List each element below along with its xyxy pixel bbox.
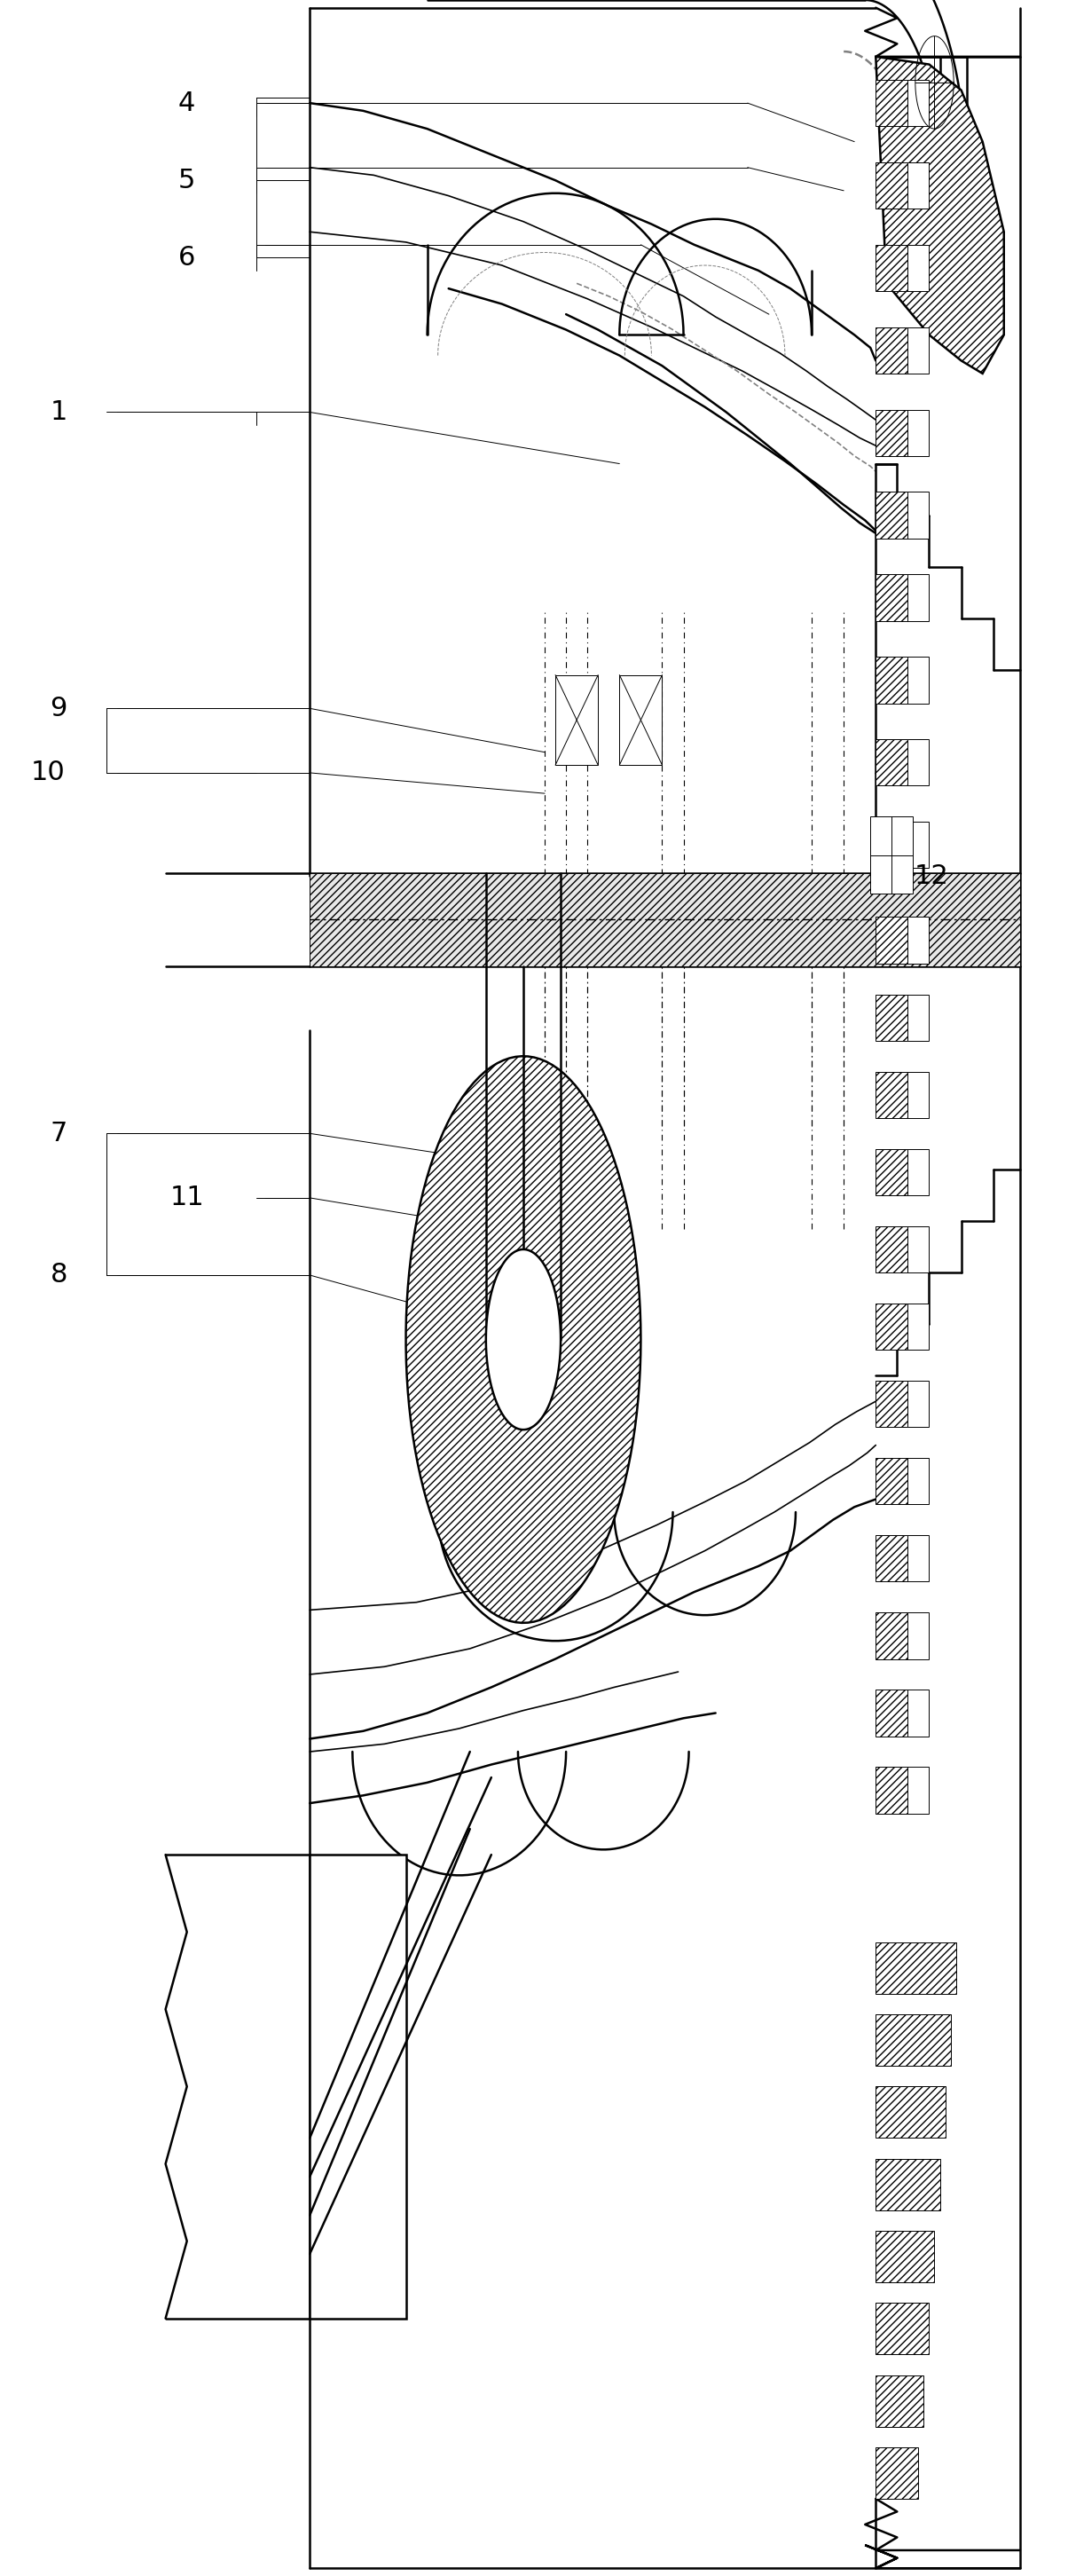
Bar	[908, 492, 929, 538]
Text: 5: 5	[178, 167, 195, 193]
Text: 9: 9	[50, 696, 67, 721]
Bar	[908, 574, 929, 621]
Polygon shape	[310, 873, 1020, 966]
Bar	[619, 675, 662, 765]
Bar	[876, 739, 908, 786]
Bar	[876, 245, 908, 291]
Bar	[876, 2014, 951, 2066]
Bar	[876, 1226, 908, 1273]
Bar	[908, 1149, 929, 1195]
Text: 7: 7	[50, 1121, 67, 1146]
Bar	[876, 1458, 908, 1504]
Bar	[876, 2303, 929, 2354]
Bar	[876, 1072, 908, 1118]
Bar	[876, 2375, 924, 2427]
Bar	[310, 1855, 406, 2318]
Bar	[876, 1613, 908, 1659]
Bar	[876, 1942, 956, 1994]
Bar	[908, 994, 929, 1041]
Bar	[876, 1767, 908, 1814]
Bar	[908, 917, 929, 963]
Bar	[908, 739, 929, 786]
Bar	[870, 817, 913, 894]
Text: 8: 8	[50, 1262, 67, 1288]
Text: 11: 11	[170, 1185, 204, 1211]
Bar	[908, 657, 929, 703]
Bar	[908, 1613, 929, 1659]
Bar	[876, 1535, 908, 1582]
Bar	[876, 2087, 945, 2138]
Bar	[876, 492, 908, 538]
Bar	[555, 675, 598, 765]
Bar	[876, 1381, 908, 1427]
Bar	[876, 1303, 908, 1350]
Polygon shape	[486, 1249, 561, 1430]
Polygon shape	[406, 1056, 641, 1623]
Bar	[908, 1690, 929, 1736]
Bar	[908, 410, 929, 456]
Bar	[876, 1690, 908, 1736]
Bar	[876, 657, 908, 703]
Bar	[908, 80, 929, 126]
Bar	[908, 162, 929, 209]
Polygon shape	[876, 57, 1004, 374]
Bar	[908, 822, 929, 868]
Bar	[908, 1458, 929, 1504]
Bar	[876, 2447, 918, 2499]
Bar	[876, 994, 908, 1041]
Bar	[876, 822, 908, 868]
Bar	[908, 1535, 929, 1582]
Text: 12: 12	[914, 863, 948, 889]
Text: 10: 10	[31, 760, 65, 786]
Bar	[876, 327, 908, 374]
Text: 1: 1	[50, 399, 67, 425]
Bar	[876, 80, 908, 126]
Bar	[908, 1381, 929, 1427]
Bar	[876, 917, 908, 963]
Bar	[876, 410, 908, 456]
Bar	[908, 1767, 929, 1814]
Text: 6: 6	[178, 245, 195, 270]
Bar	[876, 574, 908, 621]
Bar	[876, 2159, 940, 2210]
Bar	[908, 245, 929, 291]
Bar	[876, 2231, 934, 2282]
Bar	[876, 162, 908, 209]
Bar	[876, 1149, 908, 1195]
Bar	[908, 327, 929, 374]
Bar	[908, 1072, 929, 1118]
Bar	[908, 1303, 929, 1350]
Text: 4: 4	[178, 90, 195, 116]
Bar	[908, 1226, 929, 1273]
